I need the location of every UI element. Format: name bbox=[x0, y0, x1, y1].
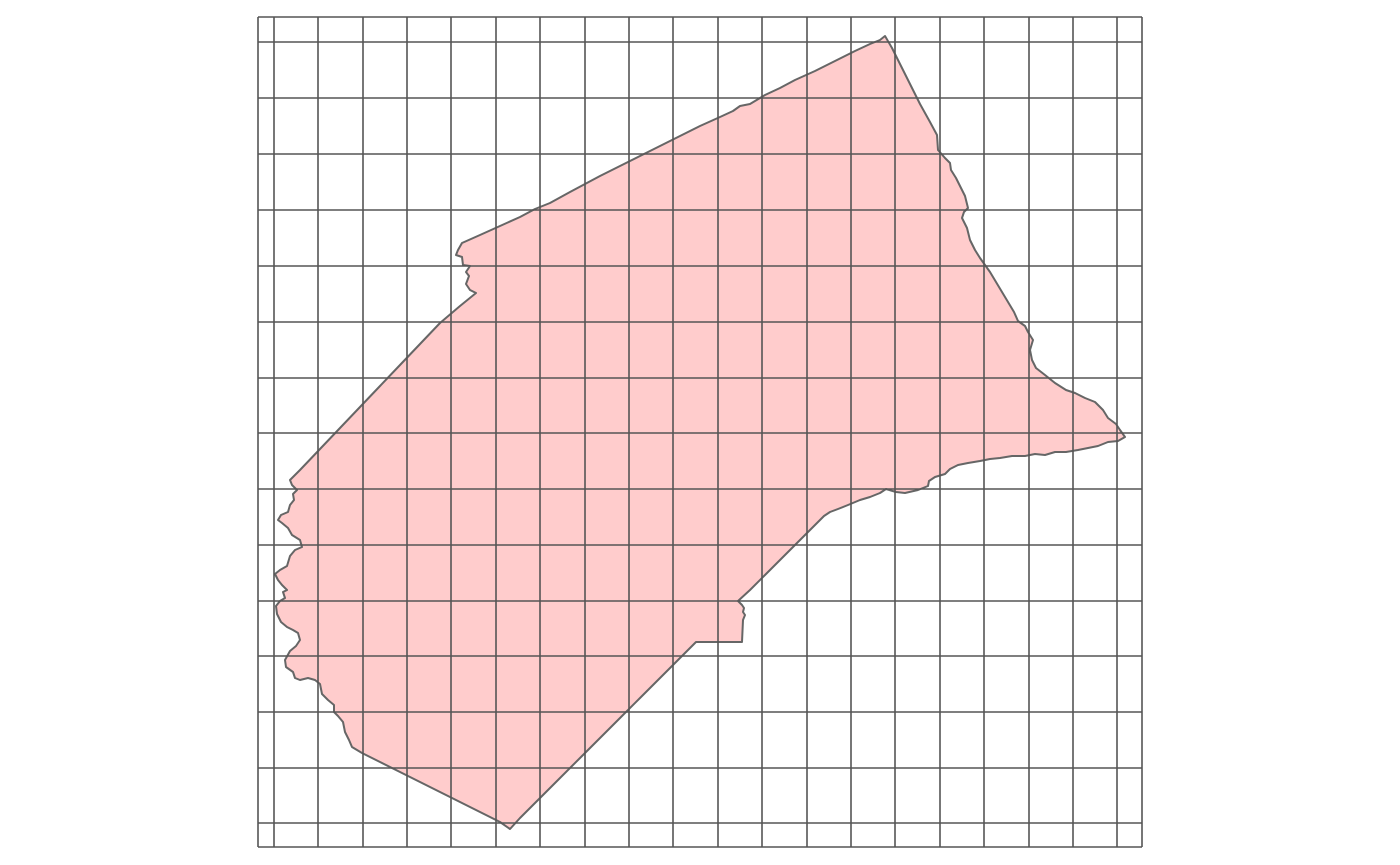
grid-layer bbox=[257, 16, 1143, 848]
